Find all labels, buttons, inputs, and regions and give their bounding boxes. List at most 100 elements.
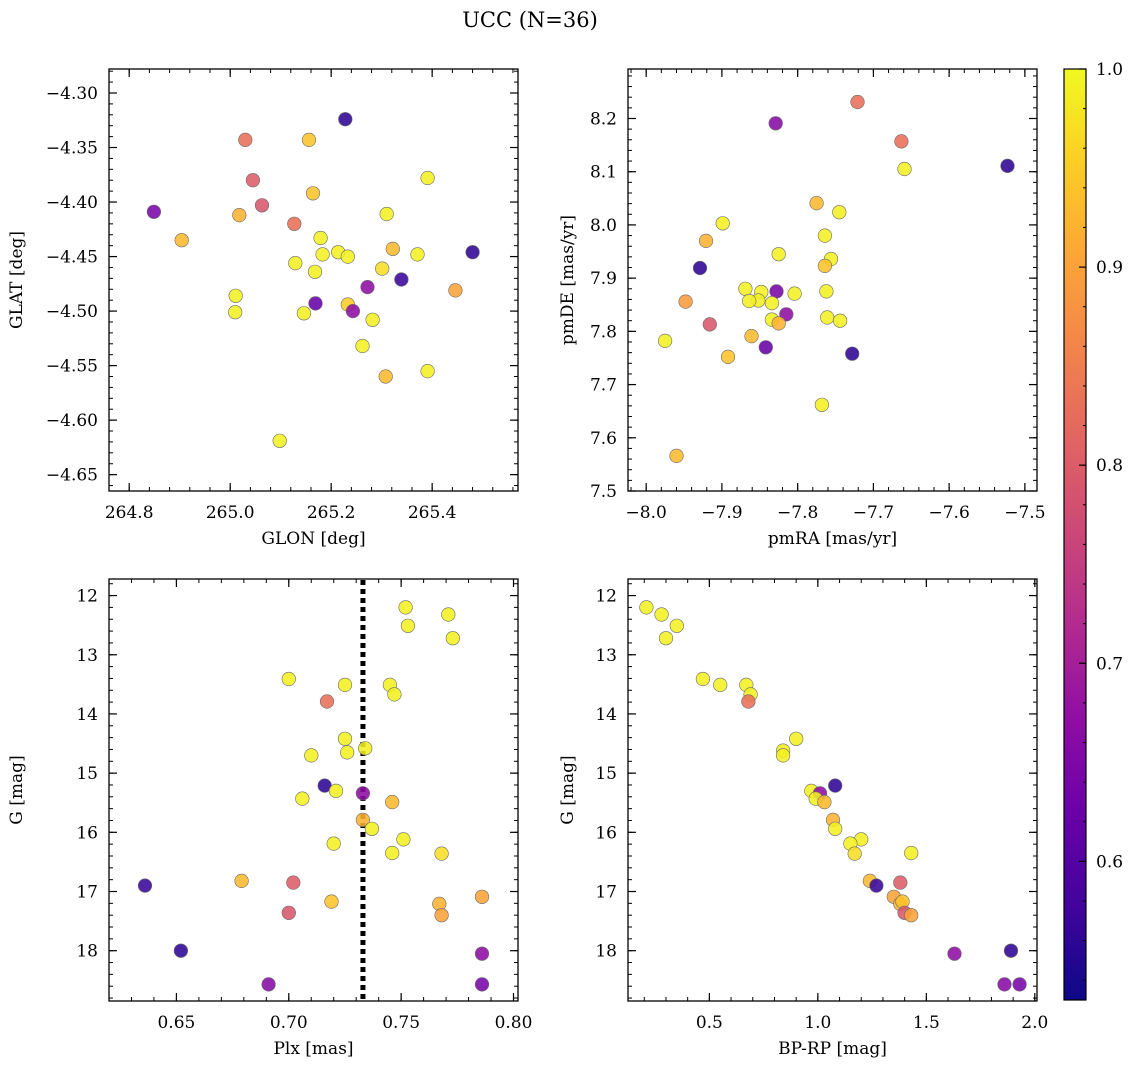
- scatter-point: [245, 173, 260, 188]
- scatter-point: [308, 296, 323, 311]
- scatter-point: [828, 821, 843, 836]
- scatter-point: [1000, 158, 1015, 173]
- y-axis-label: GLAT [deg]: [7, 231, 27, 329]
- y-tick-label: −4.65: [46, 466, 98, 486]
- x-tick-label: −7.6: [929, 503, 970, 523]
- scatter-point: [387, 687, 402, 702]
- x-tick-label: 265.2: [307, 503, 356, 523]
- major-ticks: [628, 69, 1037, 492]
- scatter-point: [654, 607, 669, 622]
- scatter-point: [658, 631, 674, 646]
- scatter-point: [396, 832, 411, 847]
- scatter-point: [893, 875, 908, 890]
- y-axis-label: pmDE [mas/yr]: [558, 215, 578, 345]
- scatter-point: [238, 132, 253, 147]
- scatter-point: [465, 245, 480, 260]
- y-tick-label: 8.1: [590, 163, 617, 183]
- y-tick-label: −4.45: [46, 248, 98, 268]
- scatter-point: [817, 794, 832, 810]
- scatter-point: [832, 205, 847, 220]
- plot-area: [109, 69, 518, 491]
- scatter-point: [695, 671, 711, 687]
- colorbar-strip: [1063, 68, 1087, 1001]
- x-tick-label: −7.7: [853, 503, 894, 523]
- scatter-point: [326, 836, 341, 851]
- scatter-point: [947, 946, 962, 961]
- major-ticks: [628, 579, 1037, 1001]
- x-tick-label: 0.80: [495, 1013, 533, 1033]
- scatter-point: [819, 284, 834, 299]
- scatter-point: [820, 310, 835, 325]
- y-tick-label: −4.60: [46, 411, 98, 431]
- scatter-point: [319, 694, 335, 709]
- y-axis-label: G [mag]: [7, 755, 27, 824]
- panel-4: 0.5 1.0 1.5 2.0 12 13 14 15 16 17 18 BP-RP [mag] G […: [558, 578, 1048, 1059]
- scatter-point: [828, 778, 843, 793]
- x-tick-label: 1.5: [913, 1013, 940, 1033]
- scatter-point: [850, 94, 865, 110]
- scatter-point: [787, 286, 802, 301]
- scatter-point: [365, 312, 380, 327]
- y-tick-label: 13: [76, 646, 98, 666]
- scatter-point: [741, 694, 756, 709]
- scatter-point: [448, 283, 463, 298]
- scatter-point: [385, 794, 400, 810]
- scatter-point: [137, 878, 153, 893]
- scatter-point: [817, 258, 833, 274]
- plot-area: [628, 69, 1037, 491]
- scatter-point: [337, 731, 353, 746]
- scatter-point: [296, 306, 312, 321]
- scatter-point: [358, 741, 373, 756]
- y-tick-label: 17: [76, 883, 98, 903]
- x-tick-label: −7.9: [701, 503, 742, 523]
- scatter-point: [287, 216, 302, 231]
- scatter-point: [814, 397, 830, 412]
- scatter-point: [304, 748, 319, 763]
- y-tick-label: 16: [595, 823, 617, 843]
- scatter-point: [715, 216, 730, 231]
- scatter-point: [301, 132, 317, 147]
- scatter-point: [997, 977, 1012, 992]
- scatter-point: [744, 329, 759, 344]
- scatter-point: [364, 821, 380, 836]
- scatter-point: [272, 433, 287, 448]
- colorbar-tick-label: 1.0: [1096, 60, 1123, 80]
- scatter-point: [775, 748, 791, 763]
- scatter-point: [385, 845, 400, 861]
- scatter-point: [228, 288, 243, 303]
- scatter-point: [286, 875, 301, 890]
- scatter-point: [324, 894, 339, 909]
- panel-2: −8.0 −7.9 −7.8 −7.7 −7.6 −7.5 7.5 7.6 7.7 7.8 7.9 8…: [558, 68, 1046, 549]
- y-tick-label: 7.7: [590, 376, 617, 396]
- x-axis-label: GLON [deg]: [261, 529, 365, 549]
- scatter-point: [771, 316, 786, 331]
- y-tick-label: 18: [595, 942, 617, 962]
- x-tick-label: 0.70: [270, 1013, 308, 1033]
- scatter-point: [379, 206, 394, 222]
- y-tick-label: −4.55: [46, 357, 98, 377]
- scatter-point: [232, 208, 247, 223]
- y-tick-label: 8.2: [590, 109, 617, 129]
- scatter-point: [254, 198, 270, 213]
- scatter-point: [768, 116, 783, 131]
- scatter-point: [474, 977, 490, 992]
- scatter-point: [1012, 977, 1027, 992]
- scatter-point: [228, 305, 243, 320]
- minor-ticks: [109, 579, 518, 1001]
- scatter-points: [639, 600, 1027, 992]
- scatter-point: [378, 369, 393, 384]
- y-tick-label: 17: [595, 883, 617, 903]
- scatter-point: [474, 946, 490, 961]
- y-tick-label: 7.9: [590, 269, 617, 289]
- scatter-point: [713, 677, 728, 693]
- scatter-point: [702, 317, 717, 332]
- panel-1: 264.8 265.0 265.2 265.4 −4.30 −4.35 −4.40 −4.45…: [7, 68, 519, 549]
- colorbar-tick-label: 0.6: [1096, 852, 1123, 872]
- y-tick-label: −4.35: [46, 139, 98, 159]
- scatter-point: [669, 618, 684, 633]
- scatter-point: [869, 878, 884, 893]
- scatter-point: [261, 977, 276, 992]
- x-tick-label: 2.0: [1021, 1013, 1048, 1033]
- scatter-point: [441, 607, 456, 622]
